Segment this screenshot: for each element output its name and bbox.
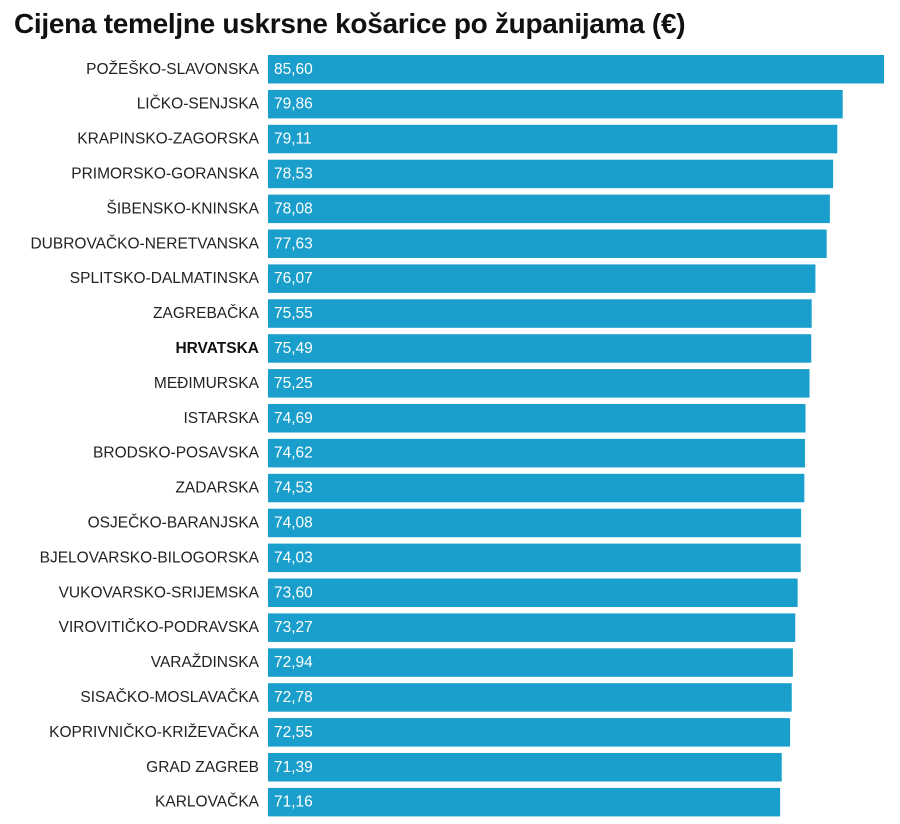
bar-dubrovacko-neretvanska: [268, 229, 827, 258]
category-label-istarska: ISTARSKA: [183, 410, 259, 427]
bar-bjelovarsko-bilogorska: [268, 543, 801, 573]
value-label-primorsko-goranska: 78,53: [274, 165, 313, 182]
bar-vukovarsko-srijemska: [268, 578, 798, 607]
bar-splitsko-dalmatinska: [268, 264, 816, 293]
value-label-zagrebacka: 75,55: [274, 305, 313, 322]
category-label-splitsko-dalmatinska: SPLITSKO-DALMATINSKA: [70, 270, 260, 287]
category-label-sisacko-moslavacka: SISAČKO-MOSLAVAČKA: [80, 689, 259, 706]
value-label-varazdinska: 72,94: [274, 654, 313, 671]
value-label-licko-senjska: 79,86: [274, 96, 313, 113]
category-label-osjecko-baranjska: OSJEČKO-BARANJSKA: [88, 514, 260, 531]
category-label-krapinsko-zagorska: KRAPINSKO-ZAGORSKA: [77, 131, 259, 148]
bar-krapinsko-zagorska: [268, 124, 838, 154]
category-label-bjelovarsko-bilogorska: BJELOVARSKO-BILOGORSKA: [40, 549, 260, 566]
category-label-brodsko-posavska: BRODSKO-POSAVSKA: [93, 445, 260, 462]
category-label-licko-senjska: LIČKO-SENJSKA: [137, 96, 260, 113]
bar-osjecko-baranjska: [268, 508, 802, 538]
category-label-koprivnicko-krizevacka: KOPRIVNIČKO-KRIŽEVAČKA: [49, 724, 260, 741]
value-label-koprivnicko-krizevacka: 72,55: [274, 724, 313, 741]
category-label-zadarska: ZADARSKA: [175, 480, 259, 497]
value-label-sibensko-kninska: 78,08: [274, 200, 313, 217]
bar-zagrebacka: [268, 299, 812, 328]
bar-licko-senjska: [268, 89, 843, 119]
value-label-osjecko-baranjska: 74,08: [274, 514, 313, 531]
category-label-varazdinska: VARAŽDINSKA: [151, 654, 260, 671]
value-label-brodsko-posavska: 74,62: [274, 445, 313, 462]
category-label-hrvatska: HRVATSKA: [175, 340, 259, 357]
category-label-zagrebacka: ZAGREBAČKA: [153, 305, 260, 322]
bar-varazdinska: [268, 648, 793, 677]
value-label-viroviticko-podravska: 73,27: [274, 619, 313, 636]
bar-sisacko-moslavacka: [268, 683, 792, 712]
bar-grad-zagreb: [268, 753, 782, 782]
category-label-dubrovacko-neretvanska: DUBROVAČKO-NERETVANSKA: [30, 235, 259, 252]
bar-primorsko-goranska: [268, 159, 834, 189]
bar-koprivnicko-krizevacka: [268, 718, 791, 747]
bar-medimurska: [268, 369, 810, 398]
chart-title: Cijena temeljne uskrsne košarice po župa…: [14, 8, 686, 39]
bar-sibensko-kninska: [268, 194, 830, 224]
category-label-primorsko-goranska: PRIMORSKO-GORANSKA: [71, 165, 259, 182]
value-label-sisacko-moslavacka: 72,78: [274, 689, 313, 706]
value-label-bjelovarsko-bilogorska: 74,03: [274, 549, 313, 566]
category-label-vukovarsko-srijemska: VUKOVARSKO-SRIJEMSKA: [59, 584, 260, 601]
category-label-viroviticko-podravska: VIROVITIČKO-PODRAVSKA: [59, 619, 260, 636]
bar-hrvatska: [268, 334, 812, 363]
bar-zadarska: [268, 473, 805, 503]
value-label-medimurska: 75,25: [274, 375, 313, 392]
bar-karlovacka: [268, 787, 781, 817]
category-label-grad-zagreb: GRAD ZAGREB: [146, 759, 259, 776]
value-label-pozesko-slavonska: 85,60: [274, 61, 313, 78]
value-label-krapinsko-zagorska: 79,11: [274, 131, 312, 148]
bar-brodsko-posavska: [268, 438, 805, 468]
category-label-karlovacka: KARLOVAČKA: [155, 794, 260, 811]
value-label-splitsko-dalmatinska: 76,07: [274, 270, 313, 287]
category-label-pozesko-slavonska: POŽEŠKO-SLAVONSKA: [86, 61, 260, 78]
value-label-grad-zagreb: 71,39: [274, 759, 313, 776]
category-label-medimurska: MEĐIMURSKA: [154, 375, 260, 392]
value-label-karlovacka: 71,16: [274, 794, 313, 811]
bar-istarska: [268, 404, 806, 433]
bar-pozesko-slavonska: [268, 55, 884, 84]
value-label-vukovarsko-srijemska: 73,60: [274, 584, 313, 601]
value-label-hrvatska: 75,49: [274, 340, 313, 357]
value-label-dubrovacko-neretvanska: 77,63: [274, 235, 313, 252]
value-label-istarska: 74,69: [274, 410, 313, 427]
bar-viroviticko-podravska: [268, 613, 796, 642]
value-label-zadarska: 74,53: [274, 480, 313, 497]
category-label-sibensko-kninska: ŠIBENSKO-KNINSKA: [107, 200, 260, 217]
